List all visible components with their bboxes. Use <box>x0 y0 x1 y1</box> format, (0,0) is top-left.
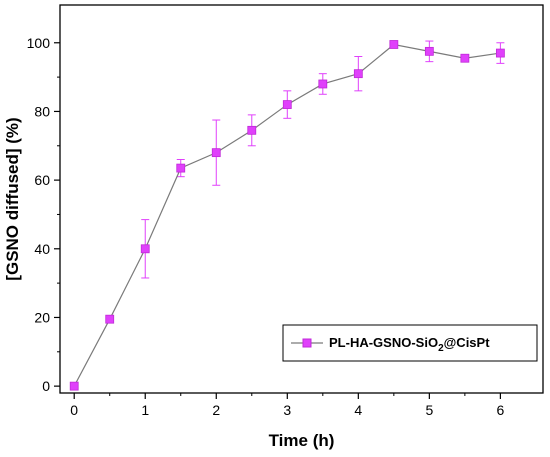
x-axis-ticks: 0 1 2 3 4 5 6 <box>70 393 504 418</box>
x-tick-label: 1 <box>141 402 149 418</box>
data-point <box>389 40 399 49</box>
y-tick-label: 100 <box>27 35 51 51</box>
data-point <box>318 79 328 89</box>
x-tick-label: 0 <box>70 402 78 418</box>
data-point <box>495 48 505 58</box>
data-point <box>105 314 115 324</box>
y-tick-label: 80 <box>34 103 50 119</box>
x-tick-label: 4 <box>354 402 362 418</box>
series-markers <box>69 40 505 391</box>
legend-marker-sample <box>302 338 312 348</box>
x-tick-label: 6 <box>496 402 504 418</box>
legend: PL-HA-GSNO-SiO2@CisPt <box>282 324 538 362</box>
data-point <box>176 163 186 173</box>
data-point <box>140 244 150 254</box>
data-point <box>282 100 292 109</box>
legend-box <box>282 324 538 362</box>
data-point <box>69 381 79 391</box>
x-tick-label: 2 <box>212 402 220 418</box>
legend-label-tail: @CisPt <box>444 335 491 350</box>
x-tick-label: 5 <box>425 402 433 418</box>
x-axis-title: Time (h) <box>269 431 335 450</box>
data-point <box>460 53 470 63</box>
legend-label: PL-HA-GSNO-SiO2@CisPt <box>329 335 490 354</box>
legend-label-main: PL-HA-GSNO-SiO <box>329 335 438 350</box>
y-tick-label: 0 <box>42 378 50 394</box>
y-axis-title: [GSNO diffused] (%) <box>3 117 22 280</box>
y-tick-label: 60 <box>34 172 50 188</box>
data-point <box>211 148 221 158</box>
y-tick-label: 40 <box>34 241 50 257</box>
data-point <box>247 125 257 135</box>
y-tick-label: 20 <box>34 309 50 325</box>
legend-label-subscript: 2 <box>438 343 444 354</box>
data-point <box>424 46 434 56</box>
x-tick-label: 3 <box>283 402 291 418</box>
error-bars <box>141 40 505 279</box>
y-axis-ticks: 0 20 40 60 80 100 <box>27 35 60 394</box>
data-point <box>353 69 363 79</box>
plot-frame <box>59 4 544 394</box>
plot-area: 0 1 2 3 4 5 6 0 20 40 60 80 100 <box>27 4 544 418</box>
